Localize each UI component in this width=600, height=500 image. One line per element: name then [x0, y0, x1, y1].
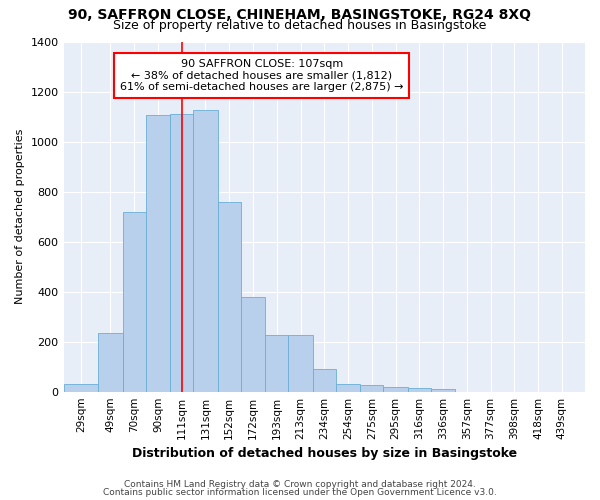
Bar	[218, 202, 241, 392]
Bar	[193, 110, 218, 392]
Text: Contains public sector information licensed under the Open Government Licence v3: Contains public sector information licen…	[103, 488, 497, 497]
Bar	[431, 389, 455, 392]
Bar	[241, 296, 265, 392]
Bar	[265, 336, 289, 392]
Text: 90, SAFFRON CLOSE, CHINEHAM, BASINGSTOKE, RG24 8XQ: 90, SAFFRON CLOSE, CHINEHAM, BASINGSTOKE…	[68, 8, 532, 22]
Y-axis label: Number of detached properties: Number of detached properties	[15, 129, 25, 304]
Bar	[383, 386, 408, 392]
Text: Size of property relative to detached houses in Basingstoke: Size of property relative to detached ho…	[113, 19, 487, 32]
X-axis label: Distribution of detached houses by size in Basingstoke: Distribution of detached houses by size …	[132, 447, 517, 460]
Bar	[289, 336, 313, 392]
Bar	[360, 386, 383, 392]
Text: 90 SAFFRON CLOSE: 107sqm
← 38% of detached houses are smaller (1,812)
61% of sem: 90 SAFFRON CLOSE: 107sqm ← 38% of detach…	[120, 59, 403, 92]
Bar	[170, 114, 193, 392]
Bar	[336, 384, 360, 392]
Bar	[98, 333, 122, 392]
Text: Contains HM Land Registry data © Crown copyright and database right 2024.: Contains HM Land Registry data © Crown c…	[124, 480, 476, 489]
Bar	[122, 212, 146, 392]
Bar	[313, 369, 336, 392]
Bar	[64, 384, 98, 392]
Bar	[408, 388, 431, 392]
Bar	[146, 116, 170, 392]
